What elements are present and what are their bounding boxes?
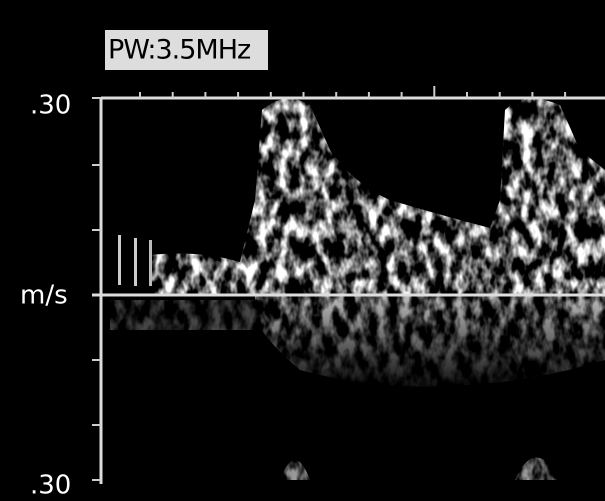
mode-label: PW:3.5MHz <box>108 35 251 66</box>
doppler-spectrum <box>110 98 605 480</box>
ticks <box>92 86 567 481</box>
label-box <box>105 30 268 70</box>
scale-top-label: .30 <box>30 91 71 121</box>
artifact-bars <box>118 235 152 286</box>
artifact-bar <box>149 240 152 286</box>
artifact-bar <box>134 238 137 286</box>
scale-bottom-label: .30 <box>30 471 71 501</box>
artifact-bar <box>118 235 121 285</box>
unit-label: m/s <box>20 281 68 311</box>
